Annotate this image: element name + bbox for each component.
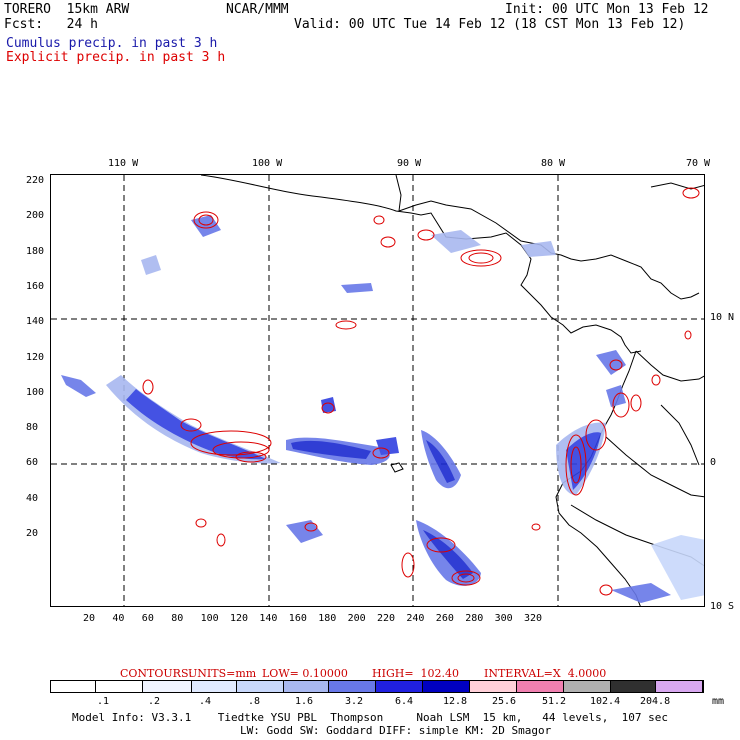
grid-x-label: 240	[406, 613, 425, 624]
border-south-america-1	[635, 350, 704, 382]
colorbar-label: .4	[199, 696, 212, 707]
colorbar-cell	[423, 681, 470, 692]
lon-label: 90 W	[397, 158, 422, 169]
grid-x-label: 160	[288, 613, 307, 624]
border-south-america-2	[605, 436, 704, 498]
lat-label: 10 S	[710, 601, 735, 612]
grid-x-label: 320	[524, 613, 543, 624]
grid-x-label: 260	[435, 613, 454, 624]
grid-x-label: 100	[200, 613, 219, 624]
grid-x-label: 120	[230, 613, 249, 624]
precip-map	[51, 175, 704, 606]
grid-x-label: 200	[347, 613, 366, 624]
grid-y-label: 80	[26, 422, 39, 434]
model-title: TORERO 15km ARW	[4, 2, 130, 17]
lat-label: 10 N	[710, 312, 735, 323]
colorbar-cell	[376, 681, 423, 692]
grid-y-label: 60	[26, 457, 39, 469]
cumulus-precip	[61, 215, 704, 603]
precip-colorbar	[50, 680, 704, 693]
lat-label: 0	[710, 457, 717, 468]
grid-x-label: 280	[465, 613, 484, 624]
grid-x-label: 60	[141, 613, 154, 624]
contour-title: CONTOURS:	[120, 667, 193, 680]
legend-explicit: Explicit precip. in past 3 h	[6, 50, 226, 65]
init-time: Init: 00 UTC Mon 13 Feb 12	[505, 2, 709, 17]
colorbar-cell	[237, 681, 284, 692]
grid-x-label: 20	[83, 613, 96, 624]
forecast-hour: Fcst: 24 h	[4, 17, 98, 32]
coastline-mexico	[200, 175, 642, 354]
colorbar-cell	[563, 681, 611, 692]
colorbar-label: 12.8	[443, 696, 468, 707]
lon-label: 80 W	[541, 158, 566, 169]
colorbar-label: 204.8	[640, 696, 671, 707]
grid-y-label: 180	[26, 245, 45, 257]
lon-label: 70 W	[686, 158, 711, 169]
grid-x-label: 140	[259, 613, 278, 624]
colorbar-cell	[191, 681, 237, 692]
contour-units: UNITS=mm	[188, 667, 257, 680]
model-physics: LW: Godd SW: Goddard DIFF: simple KM: 2D…	[240, 724, 552, 737]
contour-low: LOW= 0.10000	[262, 667, 348, 680]
grid-y-label: 40	[26, 492, 39, 504]
colorbar-label: 25.6	[492, 696, 517, 707]
valid-time: Valid: 00 UTC Tue 14 Feb 12 (18 CST Mon …	[294, 17, 686, 32]
colorbar-cell	[516, 681, 564, 692]
colorbar-cell	[610, 681, 656, 692]
colorbar-cell	[329, 681, 377, 692]
grid-x-label: 80	[171, 613, 184, 624]
border-south-america-4	[660, 404, 700, 466]
colorbar-label: 51.2	[542, 696, 567, 707]
grid-y-label: 220	[26, 175, 45, 186]
grid-x-label: 180	[318, 613, 337, 624]
grid-y-label: 200	[26, 210, 45, 222]
colorbar-label: 6.4	[395, 696, 414, 707]
model-info: Model Info: V3.3.1 Tiedtke YSU PBL Thomp…	[72, 711, 669, 724]
contour-high: HIGH= 102.40	[372, 667, 460, 680]
colorbar-label: .1	[97, 696, 110, 707]
grid-x-label: 40	[112, 613, 125, 624]
lon-label: 110 W	[108, 158, 139, 169]
center-label: NCAR/MMM	[226, 2, 289, 17]
colorbar-cell	[96, 681, 144, 692]
grid-y-label: 160	[26, 280, 45, 292]
map-panel	[50, 174, 705, 607]
contour-interval: INTERVAL=X 4.0000	[484, 667, 607, 680]
colorbar-label: 3.2	[345, 696, 364, 707]
colorbar-cell	[469, 681, 517, 692]
grid-x-label: 300	[494, 613, 513, 624]
colorbar-cell	[143, 681, 192, 692]
coastline-yucatan	[395, 175, 700, 300]
colorbar-cell	[655, 681, 703, 692]
colorbar-unit: mm	[712, 696, 725, 707]
lon-label: 100 W	[252, 158, 283, 169]
grid-x-label: 220	[377, 613, 396, 624]
grid-y-label: 100	[26, 386, 45, 398]
legend-cumulus: Cumulus precip. in past 3 h	[6, 36, 218, 51]
grid-y-label: 120	[26, 351, 45, 363]
island-caribbean	[650, 182, 704, 190]
colorbar-label: 102.4	[590, 696, 621, 707]
colorbar-cell	[283, 681, 330, 692]
colorbar-label: .2	[148, 696, 161, 707]
colorbar-label: 1.6	[295, 696, 314, 707]
colorbar-label: .8	[248, 696, 261, 707]
explicit-precip	[142, 187, 700, 596]
grid-y-label: 140	[26, 316, 45, 328]
grid-y-label: 20	[26, 528, 39, 539]
colorbar-cell	[51, 681, 97, 692]
